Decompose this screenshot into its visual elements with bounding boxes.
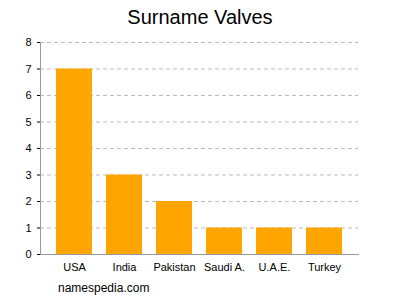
svg-text:3: 3 bbox=[25, 169, 31, 181]
svg-text:5: 5 bbox=[25, 116, 31, 128]
svg-text:India: India bbox=[113, 261, 138, 273]
svg-text:4: 4 bbox=[25, 142, 31, 154]
svg-text:Turkey: Turkey bbox=[308, 261, 342, 273]
html-text:Surname Valves: Surname Valves bbox=[127, 6, 273, 28]
svg-text:USA: USA bbox=[63, 261, 86, 273]
svg-text:2: 2 bbox=[25, 195, 31, 207]
svg-text:U.A.E.: U.A.E. bbox=[259, 261, 291, 273]
svg-text:Saudi A.: Saudi A. bbox=[204, 261, 245, 273]
svg-text:6: 6 bbox=[25, 89, 31, 101]
svg-text:1: 1 bbox=[25, 222, 31, 234]
svg-text:0: 0 bbox=[25, 248, 31, 260]
html-text:namespedia.com: namespedia.com bbox=[58, 281, 150, 295]
svg-text:7: 7 bbox=[25, 63, 31, 75]
svg-text:8: 8 bbox=[25, 36, 31, 48]
svg-text:Pakistan: Pakistan bbox=[153, 261, 195, 273]
